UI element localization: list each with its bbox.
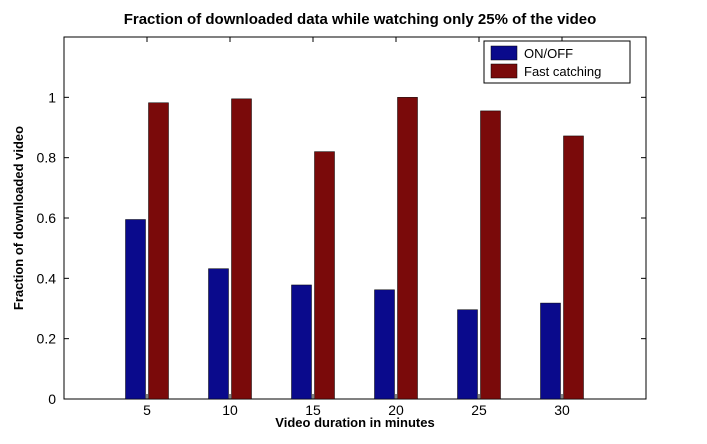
y-tick-label: 0.2 [37, 331, 57, 347]
x-axis: 5 10 15 20 25 30 [143, 37, 570, 418]
x-tick-label: 20 [388, 402, 404, 418]
x-tick-label: 10 [222, 402, 238, 418]
y-axis-label: Fraction of downloaded video [11, 126, 26, 310]
y-tick-label: 0.6 [37, 210, 57, 226]
legend-label-fast-catching: Fast catching [524, 64, 601, 79]
bar-fast-catching [314, 151, 335, 400]
bar-on-off [125, 219, 146, 400]
x-tick-label: 30 [554, 402, 570, 418]
legend: ON/OFF Fast catching [483, 40, 631, 84]
bar-fast-catching [480, 110, 501, 400]
bar-fast-catching [231, 98, 252, 400]
y-tick-label: 0.4 [37, 270, 57, 286]
bar-on-off [457, 309, 478, 400]
legend-label-on-off: ON/OFF [524, 46, 573, 61]
bar-on-off [540, 302, 561, 400]
y-tick-label: 0.8 [37, 150, 57, 166]
bar-on-off [374, 289, 395, 400]
bar-fast-catching [563, 135, 584, 400]
y-tick-label: 0 [48, 391, 56, 407]
x-tick-label: 25 [471, 402, 487, 418]
x-tick-label: 15 [305, 402, 321, 418]
y-tick-label: 1 [48, 89, 56, 105]
chart-title: Fraction of downloaded data while watchi… [124, 11, 597, 28]
bar-on-off [208, 268, 229, 400]
legend-swatch-fast-catching [490, 63, 518, 79]
bar-on-off [291, 284, 312, 400]
x-tick-label: 5 [143, 402, 151, 418]
legend-swatch-on-off [490, 45, 518, 61]
bar-fast-catching [148, 102, 169, 400]
bar-fast-catching [397, 97, 418, 400]
bars-group [125, 97, 584, 400]
x-axis-label: Video duration in minutes [275, 415, 434, 430]
y-axis: 0 0.2 0.4 0.6 0.8 1 [37, 89, 646, 407]
